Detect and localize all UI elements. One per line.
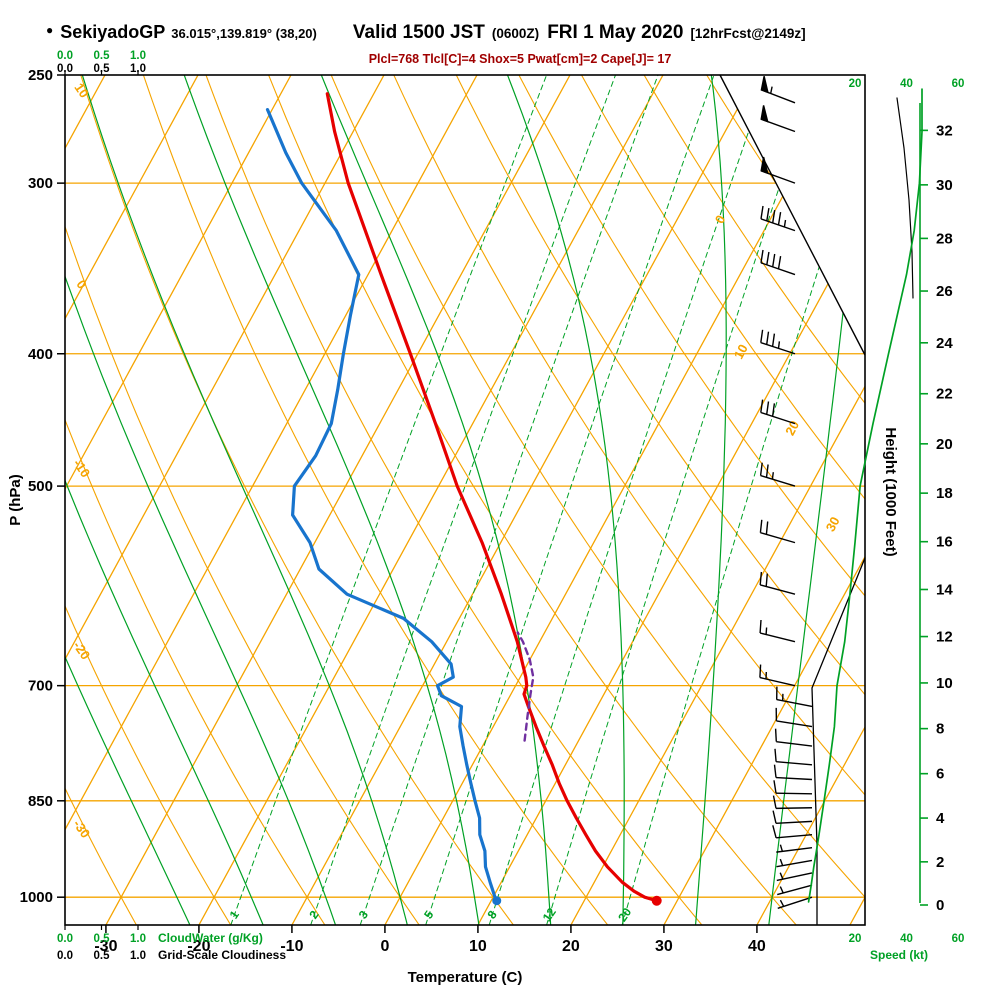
svg-text:24: 24 [936, 335, 953, 352]
svg-text:20: 20 [615, 905, 634, 924]
svg-text:300: 300 [28, 175, 53, 192]
svg-text:60: 60 [952, 78, 965, 90]
svg-text:10: 10 [469, 938, 487, 955]
svg-text:6: 6 [936, 766, 944, 783]
svg-text:0.0: 0.0 [57, 63, 73, 75]
svg-text:30: 30 [936, 177, 953, 194]
svg-text:12: 12 [540, 905, 559, 924]
svg-text:10: 10 [731, 342, 751, 362]
svg-text:16: 16 [936, 534, 953, 551]
svg-text:-30: -30 [94, 938, 117, 955]
svg-text:CloudWater (g/Kg): CloudWater (g/Kg) [158, 931, 263, 945]
svg-text:26: 26 [936, 283, 953, 300]
svg-text:-10: -10 [70, 456, 93, 480]
svg-text:0.0: 0.0 [57, 50, 73, 62]
svg-text:20: 20 [849, 78, 862, 90]
svg-text:1.0: 1.0 [130, 933, 146, 945]
svg-text:700: 700 [28, 678, 53, 695]
svg-text:8: 8 [936, 721, 944, 738]
station-coordinates: 36.015°,139.819° (38,20) [171, 26, 317, 41]
svg-text:-10: -10 [280, 938, 303, 955]
svg-text:20: 20 [562, 938, 580, 955]
svg-text:P (hPa): P (hPa) [7, 474, 24, 525]
svg-text:1.0: 1.0 [130, 63, 146, 75]
svg-text:Height (1000 Feet): Height (1000 Feet) [882, 427, 899, 556]
svg-text:1: 1 [227, 908, 242, 922]
svg-text:30: 30 [823, 514, 843, 534]
svg-text:250: 250 [28, 67, 53, 84]
svg-text:0.5: 0.5 [94, 950, 111, 962]
svg-text:2: 2 [306, 908, 321, 922]
svg-text:Speed (kt): Speed (kt) [870, 948, 928, 962]
svg-text:-20: -20 [187, 938, 210, 955]
svg-text:-20: -20 [70, 638, 93, 662]
svg-text:32: 32 [936, 122, 953, 139]
svg-text:1.0: 1.0 [130, 50, 146, 62]
svg-text:40: 40 [900, 78, 913, 90]
valid-date: FRI 1 May 2020 [547, 22, 684, 43]
svg-text:400: 400 [28, 346, 53, 363]
svg-text:14: 14 [936, 581, 953, 598]
svg-text:22: 22 [936, 386, 953, 403]
valid-time-utc: (0600Z) [491, 26, 540, 41]
svg-text:0.0: 0.0 [57, 950, 73, 962]
svg-text:60: 60 [952, 933, 965, 945]
svg-text:Temperature (C): Temperature (C) [408, 969, 523, 986]
svg-text:30: 30 [655, 938, 673, 955]
title-bar: ● SekiyadoGP 36.015°,139.819° (38,20) Valid… [46, 22, 806, 44]
svg-text:0: 0 [936, 897, 944, 914]
svg-text:1.0: 1.0 [130, 950, 146, 962]
svg-text:28: 28 [936, 230, 953, 247]
svg-text:0.5: 0.5 [94, 63, 111, 75]
svg-text:2: 2 [936, 854, 944, 871]
svg-text:12: 12 [936, 629, 953, 646]
svg-text:40: 40 [900, 933, 913, 945]
svg-text:20: 20 [782, 418, 802, 438]
valid-time: Valid 1500 JST [352, 22, 485, 43]
station-marker-dot: ● [46, 23, 54, 37]
svg-text:0.5: 0.5 [94, 933, 111, 945]
svg-text:40: 40 [748, 938, 766, 955]
svg-text:5: 5 [421, 908, 436, 922]
svg-text:0: 0 [380, 938, 389, 955]
svg-text:20: 20 [936, 436, 953, 453]
svg-text:18: 18 [936, 485, 953, 502]
svg-text:10: 10 [936, 675, 953, 692]
svg-text:Grid-Scale Cloudiness: Grid-Scale Cloudiness [158, 948, 286, 962]
sounding-indices: Plcl=768 Tlcl[C]=4 Shox=5 Pwat[cm]=2 Cap… [368, 52, 672, 66]
svg-text:0.5: 0.5 [94, 50, 111, 62]
forecast-lead-info: [12hrFcst@2149z] [690, 26, 806, 41]
svg-text:0.0: 0.0 [57, 933, 73, 945]
svg-text:20: 20 [849, 933, 862, 945]
station-name: SekiyadoGP [60, 22, 166, 42]
svg-text:4: 4 [936, 810, 945, 827]
svg-text:3: 3 [356, 908, 371, 922]
svg-text:8: 8 [484, 908, 499, 922]
svg-text:850: 850 [28, 793, 53, 810]
svg-text:500: 500 [28, 478, 53, 495]
svg-text:10: 10 [71, 80, 92, 100]
svg-text:1000: 1000 [20, 889, 53, 906]
